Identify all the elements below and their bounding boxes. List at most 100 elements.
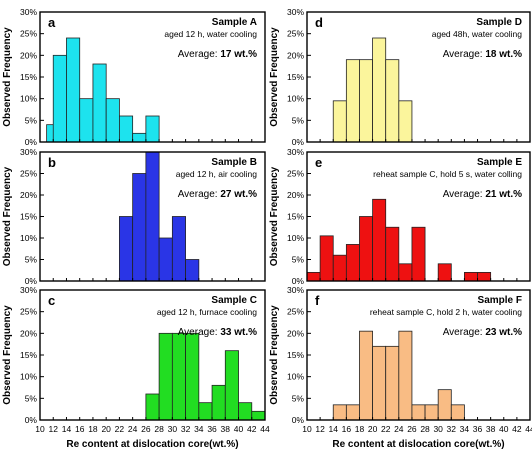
bar [319, 235, 334, 282]
x-axis-label: Re content at dislocation core(wt.%) [332, 439, 504, 450]
y-tick-label: 20% [20, 190, 37, 200]
y-tick-label: 0% [292, 415, 305, 425]
y-tick-label: 25% [287, 29, 304, 39]
y-tick-label: 0% [25, 276, 38, 286]
y-tick-label: 30% [287, 7, 304, 17]
x-tick-label: 16 [75, 424, 85, 434]
x-tick-label: 42 [512, 424, 522, 434]
x-tick-label: 24 [128, 424, 138, 434]
y-tick-label: 15% [287, 212, 304, 222]
y-tick-label: 30% [287, 147, 304, 157]
bar [437, 389, 452, 421]
y-tick-label: 30% [20, 7, 37, 17]
y-tick-label: 30% [20, 147, 37, 157]
y-tick-label: 20% [287, 190, 304, 200]
bar [359, 330, 373, 421]
panel-e: 0% 5% 10% 15% 20% 25% 30% Observed Frequency e Sa… [269, 147, 531, 286]
average-label: Average: [178, 189, 221, 200]
bar [372, 345, 387, 421]
bar [145, 115, 160, 143]
bar [198, 402, 213, 421]
y-tick-label: 15% [287, 350, 304, 360]
x-tick-label: 26 [141, 424, 151, 434]
y-tick-label: 25% [287, 307, 304, 317]
average-annotation: Average: 23 wt.% [443, 327, 522, 338]
y-tick-label: 20% [20, 50, 37, 60]
bar [79, 98, 94, 143]
bar [185, 332, 200, 421]
bar [132, 173, 147, 282]
bar [211, 384, 226, 421]
bar [92, 63, 107, 143]
y-axis-label: Observed Frequency [269, 305, 280, 405]
average-label: Average: [443, 189, 486, 200]
x-tick-label: 22 [381, 424, 391, 434]
x-tick-label: 30 [433, 424, 443, 434]
y-axis-label: Observed Frequency [2, 166, 13, 266]
bar [185, 259, 200, 282]
bar [306, 271, 321, 282]
x-tick-label: 36 [207, 424, 217, 434]
panel-letter: c [48, 293, 55, 308]
x-tick-label: 44 [260, 424, 270, 434]
sample-title: Sample B [211, 157, 257, 168]
y-tick-label: 10% [287, 233, 304, 243]
y-tick-label: 5% [25, 255, 38, 265]
bar [398, 263, 413, 282]
panel-d: 0% 5% 10% 15% 20% 25% 30% Observed Frequency d Sa… [269, 7, 531, 147]
y-tick-label: 5% [292, 115, 305, 125]
x-tick-label: 40 [499, 424, 509, 434]
bar [224, 350, 239, 421]
sample-condition: aged 48h, water cooling [432, 29, 523, 39]
bar [52, 54, 67, 143]
y-tick-label: 5% [292, 393, 305, 403]
x-tick-label: 18 [355, 424, 365, 434]
sample-title: Sample E [477, 157, 522, 168]
panel-letter: f [315, 293, 320, 308]
average-value: 33 wt.% [220, 327, 257, 338]
x-tick-label: 34 [460, 424, 470, 434]
panel-letter: b [48, 155, 56, 170]
panel-f: 0%5%10%15%20%25%30%10 12 14 16 18 20 22 24 26 28 3… [269, 285, 532, 450]
bar [332, 404, 347, 421]
sample-title: Sample A [212, 17, 257, 28]
bar [66, 37, 81, 143]
x-tick-label: 14 [62, 424, 72, 434]
x-tick-label: 20 [101, 424, 111, 434]
sample-condition: reheat sample C, hold 5 s, water colling [373, 169, 522, 179]
x-tick-label: 34 [194, 424, 204, 434]
panel-c: 0% 5% 10% 15% 20% 25% 30% 10 12 14 16 18 20 22 24 26 28 3… [2, 285, 270, 450]
y-tick-label: 25% [20, 307, 37, 317]
x-tick-label: 38 [221, 424, 231, 434]
x-tick-label: 22 [115, 424, 125, 434]
x-axis-label: Re content at dislocation core(wt.%) [66, 439, 238, 450]
bar [450, 404, 465, 421]
bar [398, 100, 413, 143]
average-annotation: Average: 21 wt.% [443, 189, 522, 200]
bar [345, 404, 360, 421]
bar [158, 332, 173, 421]
bar [437, 263, 452, 282]
x-tick-label: 44 [525, 424, 532, 434]
bar [332, 254, 347, 282]
y-tick-label: 10% [287, 372, 304, 382]
panel-a: 0% 5% 10% 15% 20% 25% 30% Observed Frequency a Sa… [2, 7, 266, 147]
x-tick-label: 14 [329, 424, 339, 434]
y-tick-label: 10% [287, 94, 304, 104]
bar [385, 345, 400, 421]
x-tick-label: 28 [420, 424, 430, 434]
sample-condition: aged 12 h, water cooling [164, 29, 257, 39]
y-tick-label: 0% [25, 415, 38, 425]
panel-letter: d [315, 15, 323, 30]
y-tick-label: 15% [20, 350, 37, 360]
bar [332, 100, 347, 143]
x-tick-label: 16 [342, 424, 352, 434]
y-tick-label: 10% [20, 233, 37, 243]
x-tick-label: 32 [447, 424, 457, 434]
bar [145, 393, 160, 421]
panel-letter: a [48, 15, 56, 30]
average-value: 18 wt.% [485, 49, 522, 60]
x-tick-label: 10 [302, 424, 312, 434]
bar [464, 271, 478, 282]
